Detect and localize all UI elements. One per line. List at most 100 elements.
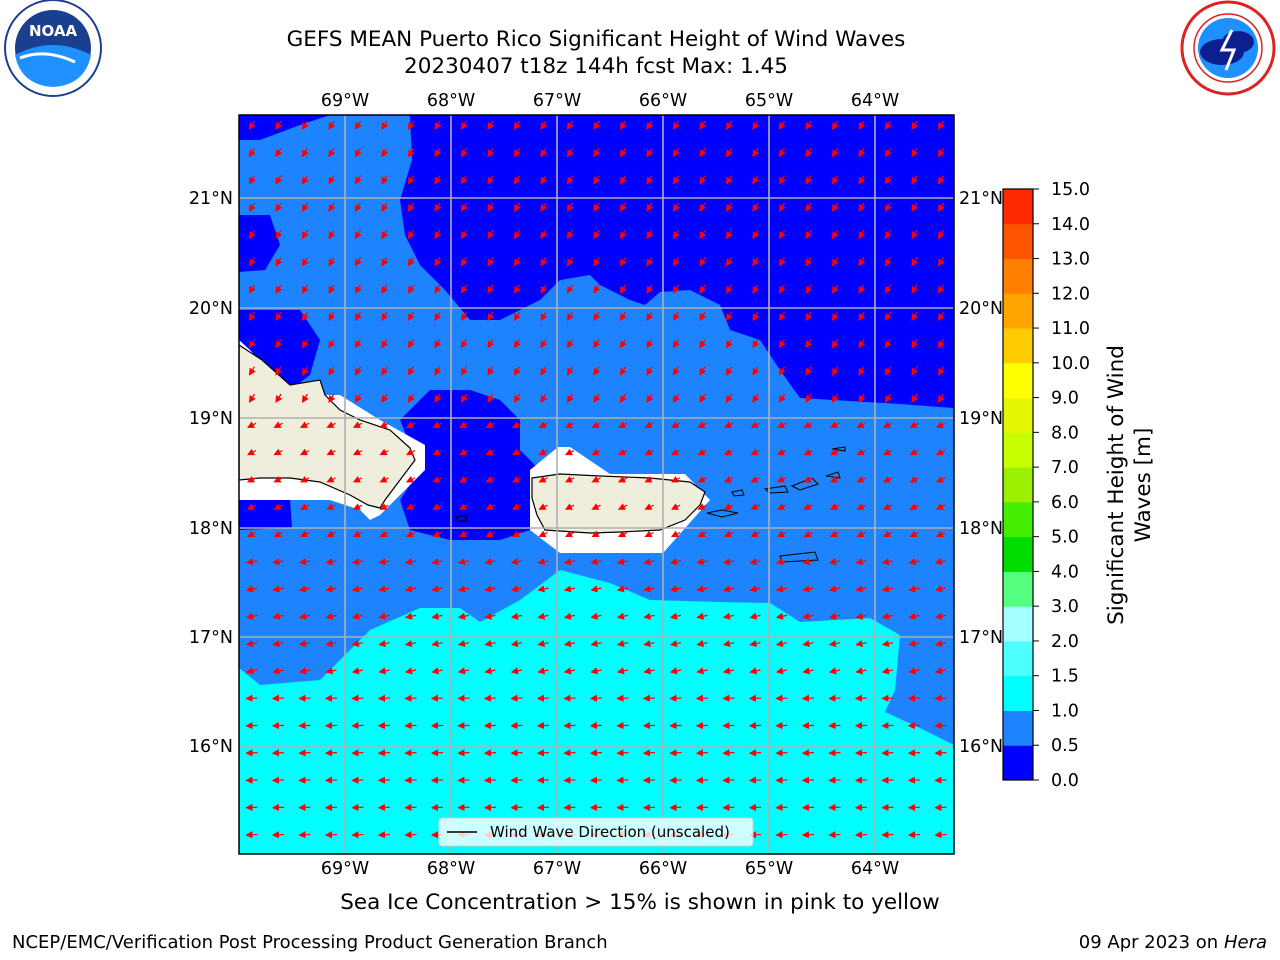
wind-wave-vector bbox=[858, 284, 866, 294]
wind-wave-vector bbox=[483, 721, 497, 730]
wind-wave-vector bbox=[935, 448, 946, 456]
wind-wave-vector bbox=[275, 147, 283, 158]
wind-wave-vector bbox=[328, 311, 336, 322]
colorbar-tick-label: 12.0 bbox=[1051, 284, 1090, 304]
wind-wave-vector bbox=[937, 229, 945, 240]
wind-wave-vector bbox=[510, 749, 523, 757]
wind-wave-vector bbox=[697, 503, 707, 510]
wind-wave-vector bbox=[540, 147, 548, 158]
wind-wave-vector bbox=[750, 421, 760, 428]
wind-wave-vector bbox=[564, 530, 575, 538]
wind-wave-vector bbox=[457, 558, 470, 566]
wind-wave-vector bbox=[778, 120, 786, 131]
wind-wave-vector bbox=[407, 393, 415, 404]
wind-wave-vector bbox=[328, 147, 336, 158]
wind-wave-vector bbox=[723, 503, 734, 510]
wind-wave-vector bbox=[301, 120, 309, 131]
wind-wave-vector bbox=[563, 721, 576, 730]
colorbar-tick-label: 4.0 bbox=[1051, 562, 1079, 582]
wind-wave-vector bbox=[563, 749, 576, 757]
wind-wave-vector bbox=[589, 694, 603, 702]
wind-wave-vector bbox=[379, 530, 389, 538]
wind-wave-vector bbox=[536, 694, 550, 702]
wind-wave-vector bbox=[275, 393, 283, 404]
wind-wave-vector bbox=[831, 147, 839, 158]
wind-wave-vector bbox=[752, 366, 760, 376]
wind-wave-vector bbox=[642, 776, 656, 784]
island-anegada bbox=[831, 446, 846, 452]
wind-wave-vector bbox=[271, 749, 285, 757]
wind-wave-vector bbox=[775, 694, 788, 702]
wind-wave-vector bbox=[563, 585, 576, 593]
wind-wave-vector bbox=[646, 339, 654, 349]
wind-wave-vector bbox=[619, 175, 627, 185]
wind-wave-vector bbox=[487, 202, 495, 212]
wind-wave-vector bbox=[405, 475, 416, 483]
wind-wave-vector bbox=[593, 366, 601, 376]
wind-wave-vector bbox=[642, 749, 656, 757]
wind-wave-vector bbox=[487, 393, 495, 404]
wind-wave-vector bbox=[434, 257, 442, 267]
wind-wave-vector bbox=[377, 694, 391, 702]
wind-wave-vector bbox=[593, 175, 601, 185]
wind-wave-vector bbox=[536, 803, 550, 812]
wind-wave-vector bbox=[405, 530, 416, 538]
wind-wave-vector bbox=[564, 448, 575, 456]
wind-wave-vector bbox=[513, 257, 521, 267]
wind-wave-vector bbox=[485, 421, 495, 428]
wind-wave-vector bbox=[248, 147, 256, 158]
wind-wave-vector bbox=[593, 311, 601, 322]
wind-wave-vector bbox=[460, 257, 468, 267]
wind-wave-vector bbox=[697, 421, 707, 428]
wind-wave-vector bbox=[642, 803, 656, 812]
wind-wave-vector bbox=[831, 257, 839, 267]
noaa-logo-text: NOAA bbox=[29, 22, 78, 40]
wind-wave-vector bbox=[802, 585, 814, 593]
wind-wave-vector bbox=[484, 558, 496, 566]
wind-wave-vector bbox=[775, 612, 788, 620]
wind-wave-vector bbox=[670, 530, 681, 538]
wind-wave-vector bbox=[934, 721, 947, 730]
wind-wave-vector bbox=[699, 366, 707, 376]
wind-wave-vector bbox=[805, 175, 813, 185]
wind-wave-vector bbox=[460, 393, 468, 404]
wind-wave-vector bbox=[884, 366, 892, 376]
caption-text: Sea Ice Concentration > 15% is shown in … bbox=[340, 890, 940, 915]
wind-wave-vector bbox=[616, 803, 629, 812]
lat-label-left: 18°N bbox=[189, 519, 233, 539]
wind-wave-vector bbox=[273, 421, 283, 428]
wind-wave-vector bbox=[696, 558, 708, 566]
wind-wave-vector bbox=[325, 585, 337, 593]
wind-wave-vector bbox=[911, 147, 919, 158]
wind-wave-vector bbox=[831, 393, 839, 404]
wind-wave-vector bbox=[431, 585, 443, 593]
wind-wave-vector bbox=[801, 749, 815, 757]
wind-wave-vector bbox=[884, 284, 892, 294]
wind-wave-vector bbox=[589, 721, 603, 730]
wind-wave-vector bbox=[590, 558, 602, 566]
wind-wave-vector bbox=[646, 229, 654, 240]
wind-wave-vector bbox=[749, 558, 761, 566]
wind-wave-vector bbox=[856, 503, 866, 510]
wave-level-0-0.5-sw bbox=[239, 498, 292, 530]
wind-wave-vector bbox=[483, 694, 497, 702]
wind-wave-vector bbox=[246, 475, 257, 483]
colorbar-tick-label: 7.0 bbox=[1051, 458, 1079, 478]
wind-wave-vector bbox=[272, 612, 284, 620]
wind-wave-vector bbox=[272, 639, 284, 648]
wind-wave-vector bbox=[540, 257, 548, 267]
wind-wave-vector bbox=[326, 530, 336, 538]
wind-wave-vector bbox=[616, 639, 629, 648]
wind-wave-vector bbox=[935, 530, 946, 538]
lat-labels-left: 21°N 20°N 19°N 18°N 17°N 16°N bbox=[189, 189, 233, 757]
wind-wave-vector bbox=[672, 339, 680, 349]
wind-wave-vector bbox=[725, 257, 733, 267]
lat-label-left: 19°N bbox=[189, 409, 233, 429]
wind-wave-vector bbox=[858, 229, 866, 240]
wind-wave-vector bbox=[723, 530, 734, 538]
wind-wave-vector bbox=[540, 339, 548, 349]
island-culebra bbox=[731, 489, 745, 497]
colorbar-tick-label: 15.0 bbox=[1051, 180, 1090, 200]
wind-wave-vector bbox=[351, 639, 364, 648]
wind-wave-vector bbox=[434, 202, 442, 212]
